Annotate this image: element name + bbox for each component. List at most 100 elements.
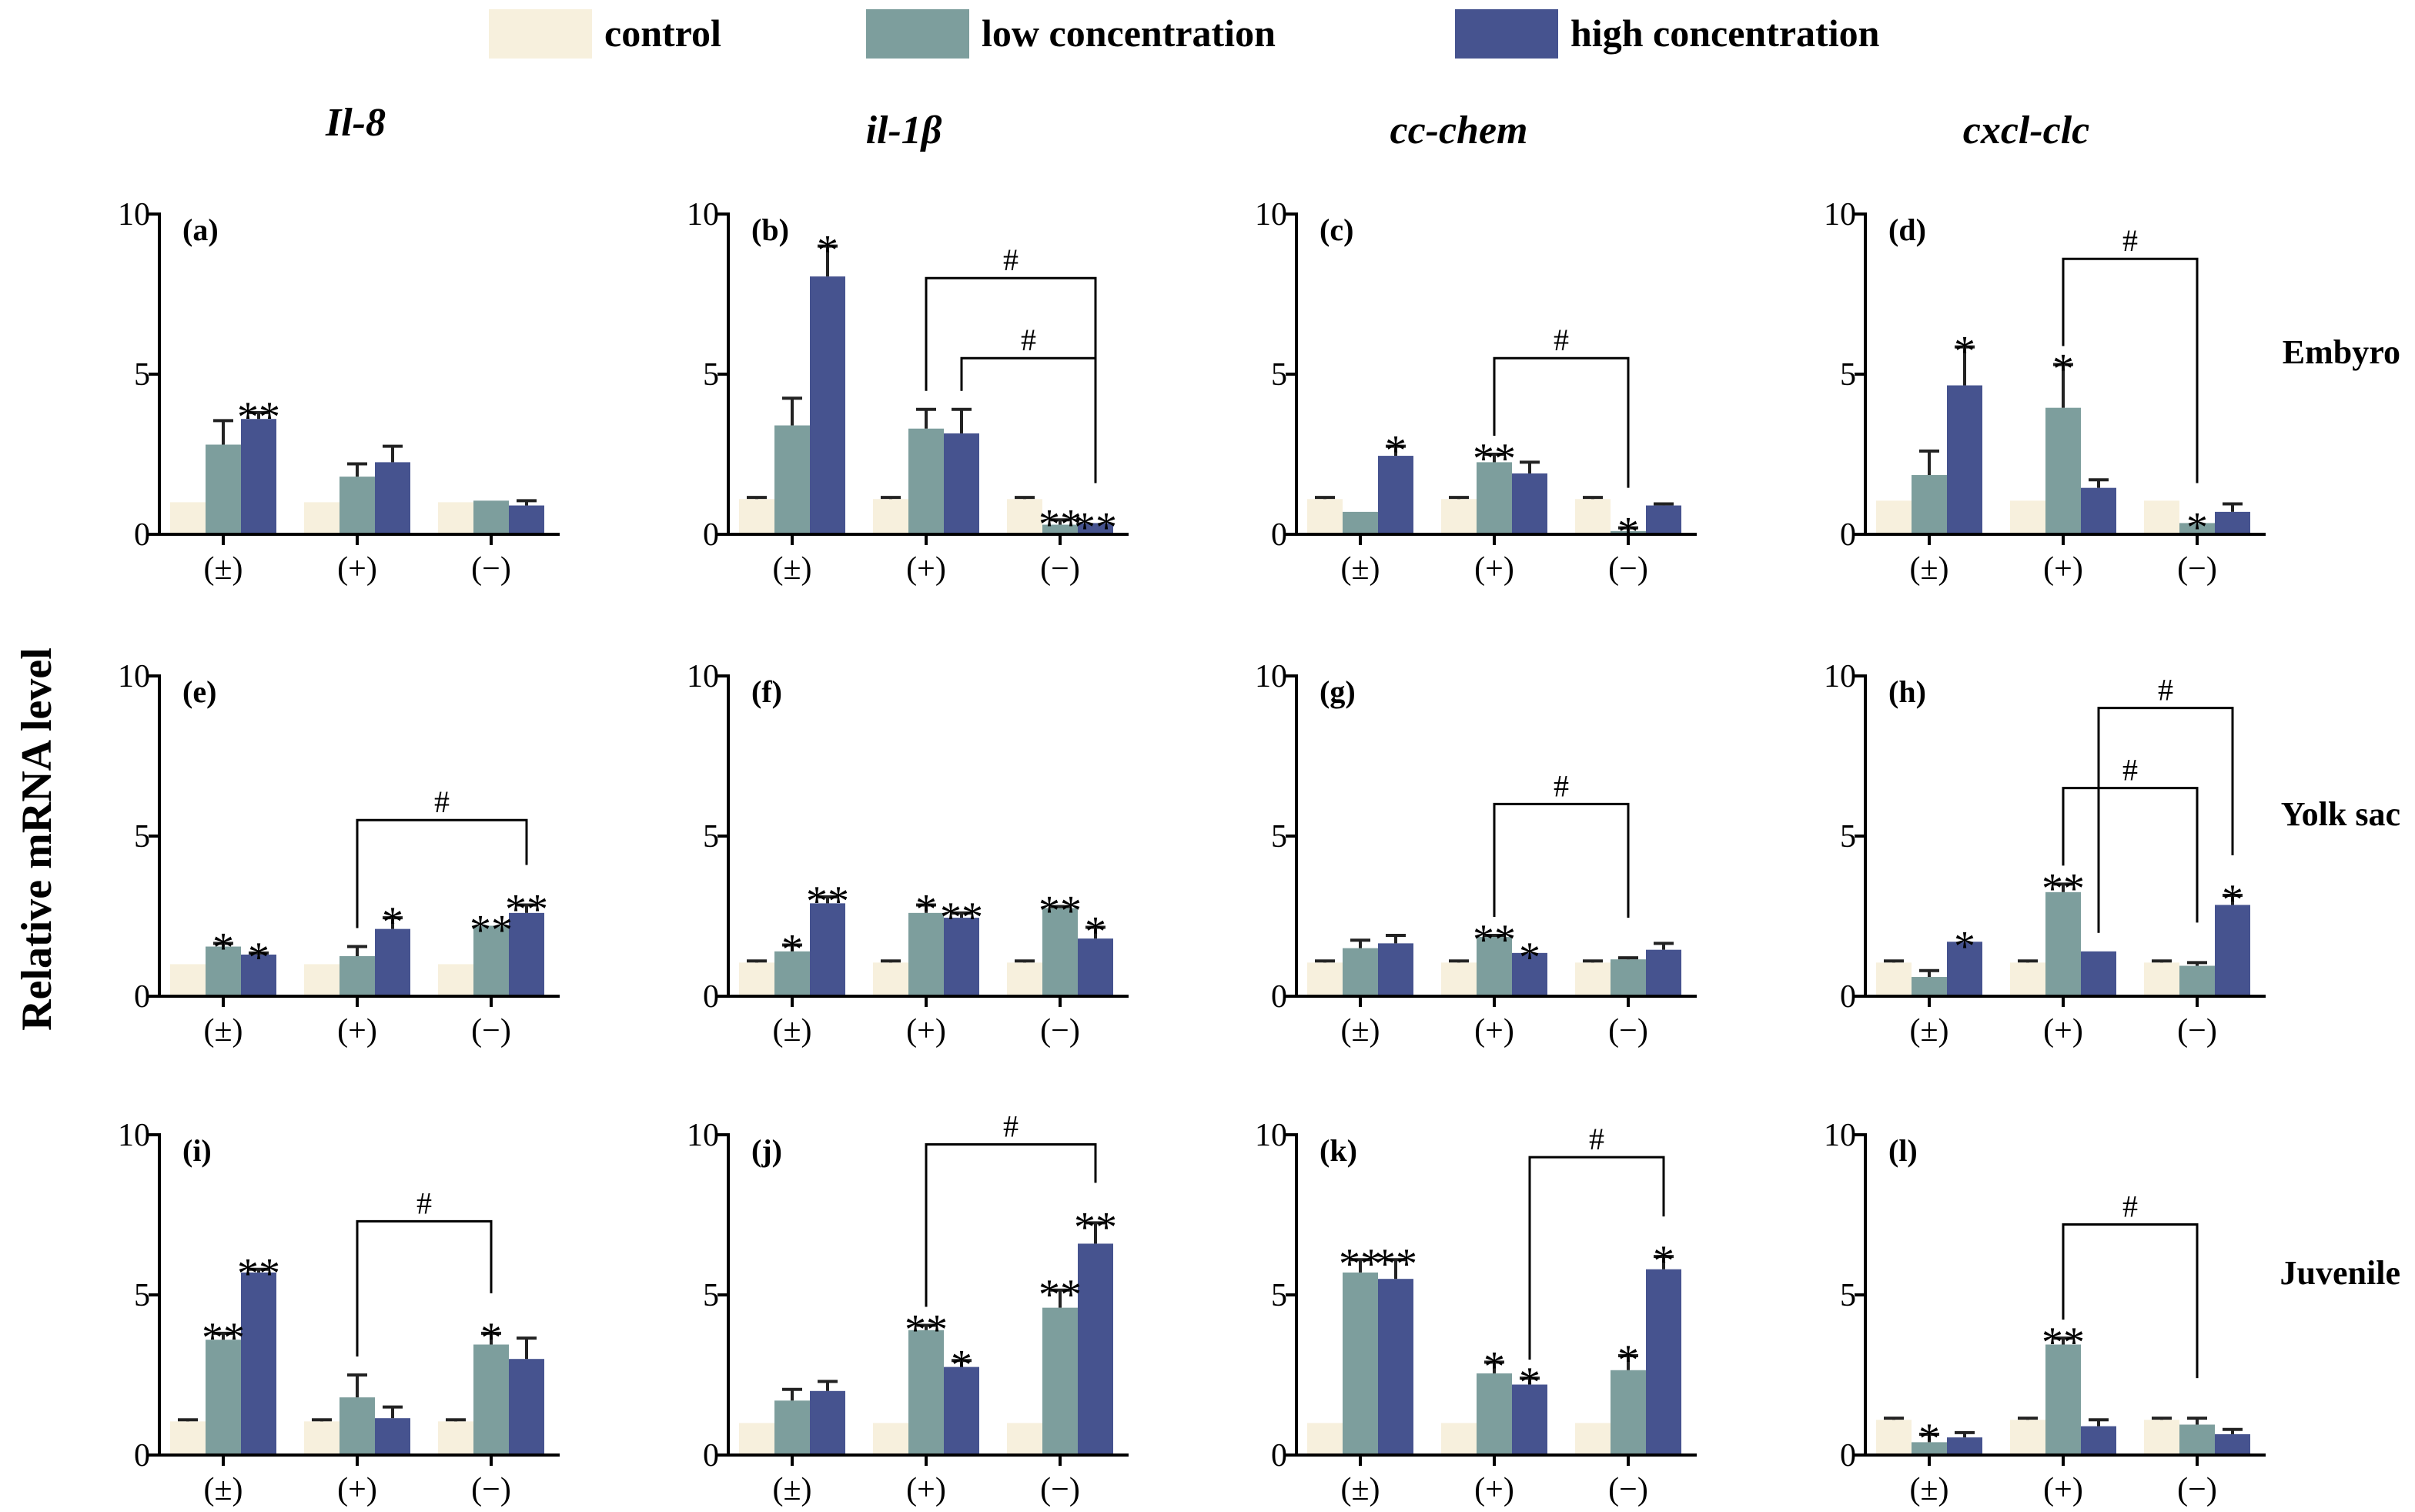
bar [1477,462,1512,534]
bracket-label: # [2158,673,2173,707]
significance-mark: * [781,925,803,973]
x-tick-label: (±) [772,1013,811,1049]
x-tick-label: (+) [906,551,946,587]
panel-letter: (l) [1888,1133,1918,1168]
bar [509,1359,544,1455]
bar [1343,948,1378,996]
bar [2144,1420,2179,1455]
bar [340,1397,375,1455]
significance-mark: * [1385,427,1407,475]
bar [1007,962,1042,996]
comparison-bracket [1493,802,1630,918]
y-tick-label: 10 [118,1118,150,1153]
comparison-bracket [2097,707,2234,933]
panel-letter: (k) [1320,1133,1357,1168]
bar [873,1423,908,1455]
y-tick-label: 10 [1824,659,1856,694]
bar [206,444,241,534]
bar [473,1344,509,1455]
bar [2045,891,2081,996]
bar [944,1366,979,1455]
y-tick-label: 10 [1824,1118,1856,1153]
comparison-bracket [356,818,528,928]
bar [2179,523,2215,534]
y-tick-label: 10 [1255,197,1287,232]
bar [1646,949,1681,996]
bar [1575,1423,1611,1455]
bar [304,964,340,996]
bar [2179,965,2215,996]
y-tick-label: 0 [1271,1438,1287,1474]
y-tick-label: 5 [1840,357,1856,393]
bar [1876,500,1912,534]
bar [739,499,774,534]
x-tick-label: (±) [1340,551,1380,587]
bar [2144,962,2179,996]
y-tick-label: 5 [1271,357,1287,393]
significance-mark: ** [505,885,548,933]
comparison-bracket [960,356,1097,483]
bar [944,918,979,996]
comparison-bracket [1493,356,1630,488]
y-tick-label: 0 [134,517,150,553]
bar [241,954,276,996]
x-tick-label: (−) [471,551,511,587]
row-label-juvenile: Juvenile [2280,1254,2400,1292]
bar [810,276,845,534]
bar [810,903,845,996]
y-tick-label: 0 [1840,979,1856,1015]
comparison-bracket [356,1219,493,1356]
significance-mark: * [1617,1336,1639,1384]
significance-mark: ** [202,1314,245,1362]
bar [1441,1423,1477,1455]
y-tick-label: 10 [687,659,719,694]
panel-letter: (d) [1888,212,1926,247]
x-tick-label: (+) [1474,1013,1514,1049]
x-tick-label: (−) [2177,551,2217,587]
bar [1611,530,1646,534]
bracket-label: # [2122,223,2138,258]
significance-mark: ** [1039,500,1082,548]
significance-mark: ** [1074,503,1117,551]
bar [1575,962,1611,996]
bar [2045,1344,2081,1455]
bar [170,502,206,534]
bar [1307,499,1343,534]
bar [206,946,241,996]
bar [1512,952,1547,996]
bar [1343,1272,1378,1455]
y-tick-label: 0 [1271,979,1287,1015]
bar [438,964,473,996]
bar [304,502,340,534]
panel-letter: (b) [751,212,789,247]
y-tick-label: 0 [134,1438,150,1474]
bar [473,925,509,996]
bar [1646,1269,1681,1455]
column-title-cxcl-clc: cxcl-clc [1963,109,2090,152]
row-label-yolk-sac: Yolk sac [2281,795,2400,833]
bracket-label: # [1554,323,1569,357]
panel-letter: (f) [751,674,782,709]
bar [2144,500,2179,534]
y-tick-label: 5 [703,1278,719,1313]
significance-mark: ** [1339,1240,1382,1288]
y-tick-label: 5 [134,357,150,393]
significance-mark: * [2222,876,2243,924]
bar [1042,1307,1078,1455]
comparison-bracket [2062,1223,2199,1379]
bar [1078,523,1113,534]
legend-swatch-low [866,9,969,59]
significance-mark: ** [1473,916,1516,964]
bar [1912,1442,1947,1455]
bar [375,462,410,534]
significance-mark: * [2186,503,2208,551]
bar [2215,905,2250,996]
bar [1441,499,1477,534]
significance-mark: ** [1374,1240,1417,1288]
bar [1042,908,1078,996]
x-tick-label: (+) [337,1472,377,1507]
